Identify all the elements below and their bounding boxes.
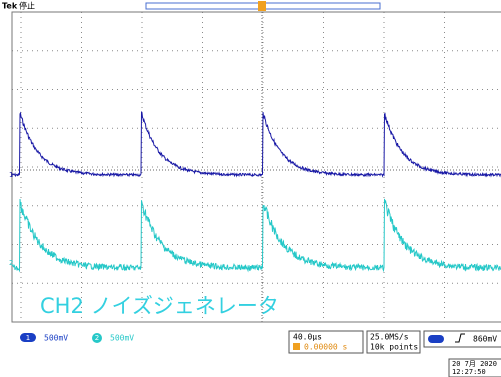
annotation: CH2 ノイズジェネレータ — [40, 294, 279, 318]
ch2-trace — [11, 198, 501, 273]
ch2-number: 2 — [95, 334, 99, 342]
trigger-icon — [293, 343, 300, 350]
time: 12:27:50 — [452, 368, 486, 376]
horizontal-scale: 40.0µs — [293, 333, 322, 342]
date: 20 7月 2020 — [452, 360, 497, 368]
graticule-frame — [11, 11, 501, 323]
ch1-scale: 500mV — [44, 334, 68, 343]
ch2-badge — [92, 333, 102, 343]
trigger-level: 860mV — [473, 335, 497, 344]
trigger-source — [428, 335, 444, 343]
status-area — [0, 324, 501, 377]
horizontal-position: 0.00000 s — [304, 343, 348, 352]
trigger-position — [258, 1, 266, 11]
horizontal-box — [288, 330, 364, 354]
trigger-slope — [455, 333, 465, 343]
ch2-marker: 2 — [9, 259, 13, 267]
ch1-badge — [20, 333, 36, 342]
ch1-marker: 1 — [9, 171, 13, 179]
run-status: 停止 — [19, 1, 35, 11]
acquisition-box — [366, 330, 421, 354]
ch2-scale: 500mV — [110, 334, 134, 343]
ch1-number: 1 — [26, 334, 30, 342]
trigger-box — [423, 330, 501, 348]
ch1-trace — [11, 111, 501, 178]
sample-rate: 25.0MS/s — [370, 333, 409, 342]
record-length: 10k points — [370, 343, 418, 352]
timestamp-box — [448, 358, 501, 377]
brand: Tek — [2, 2, 18, 11]
